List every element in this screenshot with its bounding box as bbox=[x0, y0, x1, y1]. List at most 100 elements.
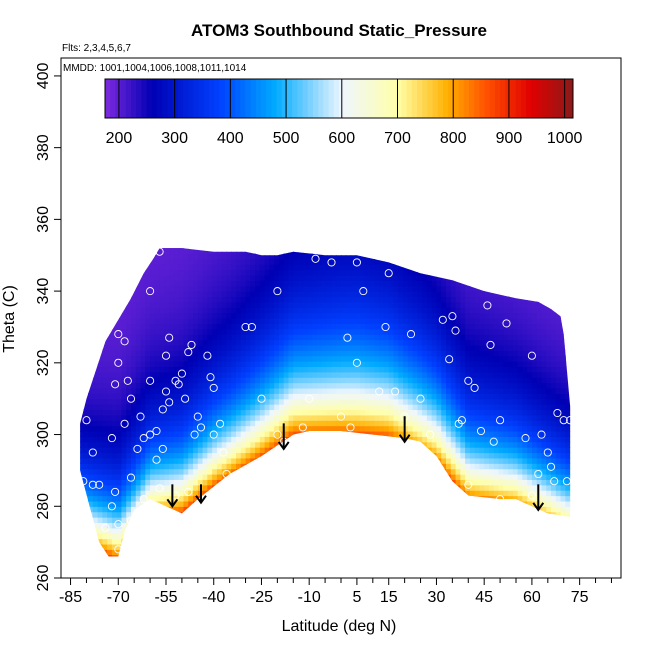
heatmap-cell bbox=[293, 258, 299, 265]
heatmap-cell bbox=[126, 447, 132, 454]
heatmap-cell bbox=[436, 339, 442, 346]
heatmap-cell bbox=[417, 409, 423, 416]
heatmap-cell bbox=[102, 296, 108, 303]
heatmap-cell bbox=[389, 565, 394, 571]
heatmap-cell bbox=[135, 511, 142, 518]
heatmap-cell bbox=[140, 328, 146, 335]
heatmap-cell bbox=[255, 468, 261, 475]
heatmap-cell bbox=[317, 543, 323, 550]
heatmap-cell bbox=[336, 366, 342, 373]
heatmap-cell bbox=[74, 350, 79, 356]
heatmap-cell bbox=[183, 414, 189, 421]
heatmap-cell bbox=[112, 237, 117, 243]
heatmap-cell bbox=[446, 371, 452, 378]
heatmap-cell bbox=[369, 328, 376, 335]
heatmap-cell bbox=[407, 361, 414, 368]
heatmap-cell bbox=[383, 527, 390, 534]
heatmap-cell bbox=[173, 500, 180, 507]
heatmap-cell bbox=[83, 474, 89, 480]
heatmap-cell bbox=[407, 393, 414, 400]
heatmap-cell bbox=[345, 420, 352, 427]
heatmap-cell bbox=[154, 328, 161, 335]
heatmap-cell bbox=[355, 377, 361, 384]
heatmap-cell bbox=[193, 549, 199, 556]
heatmap-cell bbox=[240, 430, 247, 437]
heatmap-cell bbox=[116, 377, 123, 384]
heatmap-cell bbox=[269, 350, 275, 357]
heatmap-cell bbox=[245, 280, 251, 287]
heatmap-cell bbox=[154, 296, 161, 303]
heatmap-cell bbox=[274, 452, 280, 459]
heatmap-cell bbox=[83, 248, 89, 255]
heatmap-cell bbox=[121, 258, 127, 265]
heatmap-cell bbox=[140, 366, 146, 373]
heatmap-cell bbox=[350, 484, 356, 491]
heatmap-cell bbox=[183, 543, 189, 550]
heatmap-cell bbox=[403, 560, 408, 566]
heatmap-cell bbox=[350, 269, 356, 276]
heatmap-cell bbox=[283, 452, 290, 459]
heatmap-cell bbox=[83, 441, 89, 448]
heatmap-cell bbox=[312, 398, 318, 405]
heatmap-cell bbox=[150, 398, 156, 405]
heatmap-cell bbox=[212, 425, 218, 432]
heatmap-cell bbox=[317, 307, 323, 314]
heatmap-cell bbox=[417, 253, 423, 260]
heatmap-cell bbox=[240, 398, 247, 405]
heatmap-cell bbox=[259, 484, 266, 491]
heatmap-cell bbox=[417, 328, 423, 335]
heatmap-cell bbox=[150, 232, 155, 238]
heatmap-cell bbox=[245, 430, 251, 437]
heatmap-cell bbox=[221, 371, 228, 378]
heatmap-cell bbox=[283, 420, 290, 427]
heatmap-cell bbox=[145, 495, 151, 502]
heatmap-cell bbox=[116, 495, 123, 502]
heatmap-cell bbox=[92, 361, 99, 368]
heatmap-cell bbox=[226, 393, 232, 400]
heatmap-cell bbox=[283, 291, 290, 298]
heatmap-cell bbox=[126, 495, 132, 502]
heatmap-cell bbox=[431, 280, 438, 287]
heatmap-cell bbox=[312, 430, 318, 437]
heatmap-cell bbox=[393, 484, 399, 491]
heatmap-cell bbox=[278, 307, 285, 314]
heatmap-cell bbox=[250, 409, 256, 416]
heatmap-cell bbox=[202, 527, 208, 534]
heatmap-cell bbox=[422, 441, 428, 448]
heatmap-cell bbox=[274, 248, 280, 249]
heatmap-cell bbox=[80, 253, 84, 260]
heatmap-cell bbox=[212, 264, 218, 271]
heatmap-cell bbox=[131, 323, 137, 330]
heatmap-cell bbox=[426, 452, 433, 459]
heatmap-cell bbox=[245, 425, 251, 432]
heatmap-cell bbox=[74, 496, 79, 502]
heatmap-cell bbox=[441, 328, 447, 335]
heatmap-cell bbox=[259, 506, 266, 513]
heatmap-cell bbox=[426, 549, 433, 556]
heatmap-cell bbox=[88, 398, 94, 405]
heatmap-cell bbox=[88, 269, 94, 276]
heatmap-cell bbox=[154, 393, 161, 400]
heatmap-cell bbox=[341, 436, 347, 443]
heatmap-cell bbox=[360, 495, 366, 502]
heatmap-cell bbox=[240, 517, 247, 524]
heatmap-cell bbox=[80, 264, 84, 271]
heatmap-cell bbox=[216, 291, 223, 298]
heatmap-cell bbox=[350, 274, 356, 281]
heatmap-cell bbox=[431, 339, 438, 346]
heatmap-cell bbox=[298, 457, 304, 464]
heatmap-cell bbox=[331, 452, 337, 459]
heatmap-cell bbox=[345, 280, 352, 287]
heatmap-cell bbox=[202, 538, 208, 545]
heatmap-cell bbox=[159, 490, 166, 497]
heatmap-cell bbox=[145, 328, 151, 335]
heatmap-cell bbox=[321, 522, 328, 529]
heatmap-cell bbox=[212, 549, 218, 556]
heatmap-cell bbox=[226, 463, 232, 470]
heatmap-cell bbox=[212, 511, 218, 518]
heatmap-cell bbox=[393, 495, 399, 502]
heatmap-cell bbox=[92, 490, 99, 497]
heatmap-cell bbox=[407, 269, 414, 276]
heatmap-cell bbox=[426, 291, 433, 298]
heatmap-cell bbox=[259, 301, 266, 308]
